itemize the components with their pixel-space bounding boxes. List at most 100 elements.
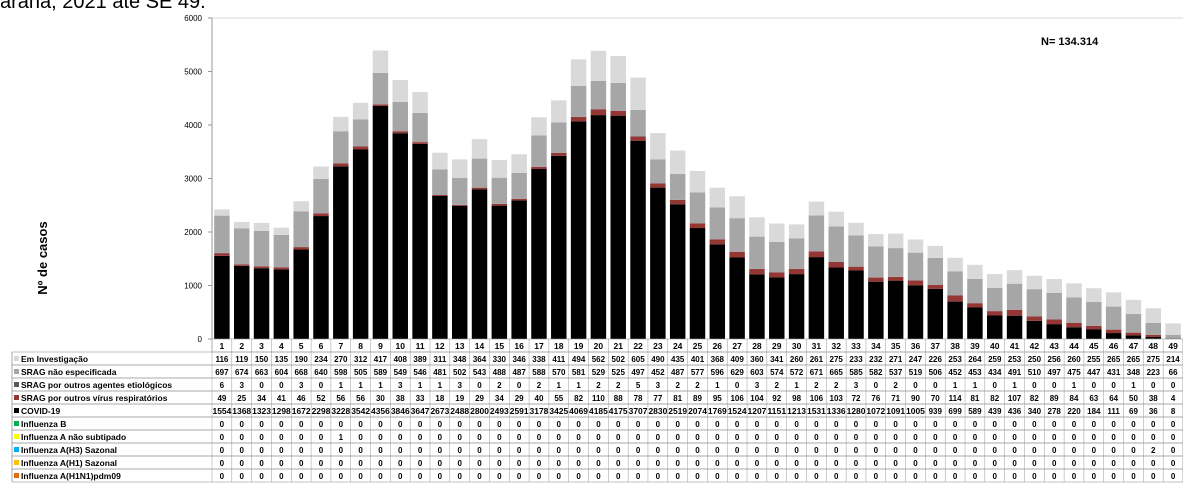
data-label: 256 bbox=[1048, 355, 1062, 364]
bar-segment bbox=[1125, 332, 1142, 336]
data-label: 119 bbox=[235, 355, 248, 364]
data-label: 589 bbox=[374, 368, 388, 377]
data-label: 665 bbox=[830, 368, 844, 377]
data-label: 0 bbox=[1131, 420, 1136, 429]
bar-segment bbox=[412, 112, 428, 143]
data-label: 389 bbox=[413, 355, 427, 364]
page-title: araná, 2021 até SE 49. bbox=[0, 0, 206, 13]
data-label: 0 bbox=[279, 459, 284, 468]
bar-segment bbox=[551, 152, 567, 156]
bar-segment bbox=[392, 80, 408, 102]
data-label: 0 bbox=[319, 472, 324, 481]
data-label: 107 bbox=[1008, 394, 1022, 403]
data-label: 0 bbox=[576, 459, 581, 468]
bar-segment bbox=[372, 72, 389, 105]
data-label: 1531 bbox=[807, 407, 826, 416]
data-label: 1 bbox=[418, 381, 423, 390]
data-label: 1005 bbox=[906, 407, 925, 416]
x-tick-label: 31 bbox=[812, 341, 822, 351]
legend-label: SRAG por outros agentes etiológicos bbox=[21, 380, 172, 390]
data-label: 529 bbox=[592, 368, 606, 377]
bar-segment bbox=[471, 158, 488, 188]
data-label: 1 bbox=[1012, 381, 1017, 390]
bar-segment bbox=[451, 205, 468, 339]
data-label: 0 bbox=[378, 459, 383, 468]
data-label: 0 bbox=[953, 472, 958, 481]
data-label: 549 bbox=[394, 368, 408, 377]
data-label: 2800 bbox=[470, 407, 489, 416]
data-label: 2 bbox=[497, 381, 502, 390]
data-label: 364 bbox=[473, 355, 487, 364]
data-label: 63 bbox=[1089, 394, 1098, 403]
x-tick-label: 12 bbox=[435, 341, 445, 351]
x-tick-label: 10 bbox=[396, 341, 406, 351]
data-label: 0 bbox=[636, 459, 641, 468]
bar-segment bbox=[749, 236, 765, 269]
data-label: 0 bbox=[814, 433, 819, 442]
data-label: 0 bbox=[834, 420, 839, 429]
data-label: 3 bbox=[239, 381, 244, 390]
data-label: 506 bbox=[929, 368, 943, 377]
bar-segment bbox=[947, 295, 963, 302]
data-label: 2591 bbox=[510, 407, 529, 416]
data-label: 0 bbox=[775, 459, 780, 468]
data-label: 0 bbox=[675, 420, 680, 429]
data-label: 0 bbox=[220, 420, 225, 429]
data-label: 0 bbox=[299, 420, 304, 429]
data-label: 55 bbox=[554, 394, 563, 403]
data-label: 0 bbox=[993, 472, 998, 481]
data-label: 0 bbox=[675, 472, 680, 481]
bar-segment bbox=[273, 269, 290, 339]
data-label: 0 bbox=[259, 459, 264, 468]
data-label: 56 bbox=[356, 394, 365, 403]
data-label: 1323 bbox=[252, 407, 271, 416]
data-label: 338 bbox=[532, 355, 546, 364]
data-label: 3 bbox=[656, 381, 661, 390]
x-tick-label: 28 bbox=[752, 341, 762, 351]
data-label: 253 bbox=[948, 355, 962, 364]
data-label: 0 bbox=[220, 433, 225, 442]
bar-segment bbox=[808, 201, 825, 216]
bar-segment bbox=[709, 187, 726, 208]
data-label: 0 bbox=[477, 472, 482, 481]
data-label: 0 bbox=[438, 472, 443, 481]
data-label: 0 bbox=[596, 472, 601, 481]
bar-segment bbox=[788, 224, 805, 239]
bar-segment bbox=[372, 104, 389, 106]
bar-segment bbox=[927, 257, 944, 286]
data-label: 110 bbox=[592, 394, 605, 403]
data-label: 0 bbox=[616, 459, 621, 468]
data-label: 668 bbox=[294, 368, 308, 377]
data-label: 0 bbox=[259, 446, 264, 455]
data-label: 0 bbox=[953, 420, 958, 429]
data-label: 1 bbox=[358, 381, 363, 390]
data-label: 0 bbox=[1111, 446, 1116, 455]
legend-label: Influenza A(H1) Sazonal bbox=[21, 458, 117, 468]
data-label: 0 bbox=[438, 459, 443, 468]
data-label: 408 bbox=[394, 355, 408, 364]
bar-segment bbox=[887, 233, 904, 249]
bar-segment bbox=[848, 270, 864, 339]
bar-segment bbox=[610, 82, 626, 111]
bar-segment bbox=[313, 166, 329, 180]
data-label: 939 bbox=[929, 407, 943, 416]
bar-segment bbox=[214, 255, 230, 339]
bar-segment bbox=[967, 264, 983, 279]
legend-label: SRAG não especificada bbox=[21, 367, 117, 377]
data-label: 0 bbox=[220, 459, 225, 468]
x-tick-label: 21 bbox=[614, 341, 624, 351]
bar-segment bbox=[610, 115, 626, 339]
data-label: 220 bbox=[1067, 407, 1081, 416]
data-label: 491 bbox=[1008, 368, 1022, 377]
bar-segment bbox=[709, 239, 726, 245]
data-label: 311 bbox=[433, 355, 446, 364]
data-label: 1524 bbox=[728, 407, 747, 416]
data-label: 348 bbox=[1127, 368, 1141, 377]
data-label: 409 bbox=[730, 355, 744, 364]
data-label: 1 bbox=[1072, 381, 1077, 390]
data-label: 41 bbox=[277, 394, 286, 403]
data-label: 82 bbox=[574, 394, 583, 403]
data-label: 0 bbox=[913, 420, 918, 429]
bar-segment bbox=[769, 272, 785, 278]
bar-segment bbox=[1086, 288, 1102, 302]
